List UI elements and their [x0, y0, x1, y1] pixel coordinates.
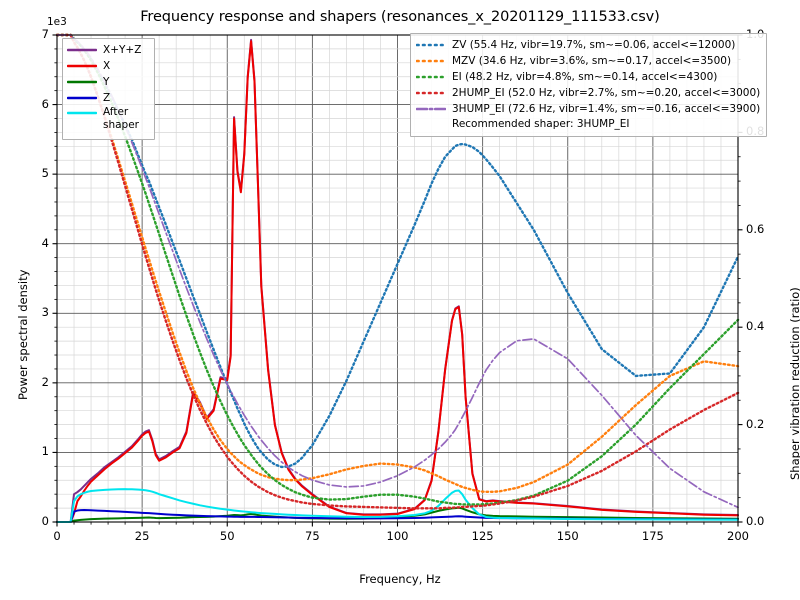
legend-swatch-icon — [67, 75, 97, 89]
y-axis-left-label: Power spectral density — [16, 269, 30, 400]
legend-psd: X+Y+Z X Y Z After shaper — [62, 38, 155, 140]
legend-swatch-icon — [67, 59, 97, 73]
page-title: Frequency response and shapers (resonanc… — [140, 9, 660, 25]
axis-ticks — [52, 34, 743, 527]
legend-swatch-icon — [416, 70, 446, 84]
legend-swatch-icon — [67, 91, 97, 105]
y-left-tick-label-2: 2 — [41, 374, 49, 389]
x-tick-label-175: 175 — [641, 529, 664, 543]
y-left-tick-label-5: 5 — [41, 166, 49, 181]
legend-swatch-icon — [416, 54, 446, 68]
x-axis-label: Frequency, Hz — [359, 572, 441, 586]
y-left-tick-label-7: 7 — [41, 27, 49, 41]
series-line-y — [56, 506, 739, 523]
y-left-tick-label-4: 4 — [41, 235, 49, 250]
y-left-tick-label-1: 1 — [41, 444, 49, 459]
y-right-tick-label-0-6: 0.6 — [746, 221, 765, 236]
legend-label: After shaper — [103, 106, 140, 131]
legend-label: 2HUMP_EI (52.0 Hz, vibr=2.7%, sm~=0.20, … — [452, 87, 761, 99]
legend-swatch-icon — [416, 86, 446, 100]
legend-item-ei: EI (48.2 Hz, vibr=4.8%, sm~=0.14, accel<… — [416, 69, 760, 85]
y-axis-right-label: Shaper vibration reduction (ratio) — [788, 287, 800, 480]
y-left-tick-label-3: 3 — [41, 305, 49, 320]
x-tick-label-150: 150 — [556, 529, 579, 543]
x-tick-label-100: 100 — [386, 529, 409, 543]
legend-item-2hump-ei: 2HUMP_EI (52.0 Hz, vibr=2.7%, sm~=0.20, … — [416, 85, 760, 101]
x-tick-label-200: 200 — [727, 529, 749, 543]
y-left-tick-label-6: 6 — [41, 96, 49, 111]
x-tick-label-0: 0 — [53, 529, 61, 543]
legend-swatch-icon — [416, 38, 446, 52]
y-right-tick-label-0-4: 0.4 — [746, 319, 765, 334]
y-axis-exponent-label: 1e3 — [47, 16, 67, 28]
series-line-x — [56, 40, 739, 523]
legend-item-mzv: MZV (34.6 Hz, vibr=3.6%, sm~=0.17, accel… — [416, 53, 760, 69]
legend-item-after-shaper: After shaper — [67, 106, 149, 136]
legend-label: Y — [103, 76, 110, 88]
legend-label: 3HUMP_EI (72.6 Hz, vibr=1.4%, sm~=0.16, … — [452, 103, 761, 115]
recommended-shaper-note: Recommended shaper: 3HUMP_EI — [452, 118, 630, 130]
x-tick-label-75: 75 — [305, 529, 320, 543]
legend-label: Z — [103, 92, 111, 104]
legend-label: X — [103, 60, 111, 72]
legend-swatch-icon — [67, 106, 97, 120]
series-line-z — [56, 509, 739, 523]
legend-item-3hump-ei: 3HUMP_EI (72.6 Hz, vibr=1.4%, sm~=0.16, … — [416, 101, 760, 117]
x-tick-label-50: 50 — [219, 529, 235, 543]
legend-label: EI (48.2 Hz, vibr=4.8%, sm~=0.14, accel<… — [452, 71, 718, 83]
legend-shapers: ZV (55.4 Hz, vibr=19.7%, sm~=0.06, accel… — [410, 33, 768, 137]
series-line-after-shaper — [56, 488, 739, 523]
legend-item-y: Y — [67, 74, 149, 90]
legend-swatch-icon — [67, 43, 97, 57]
legend-label: ZV (55.4 Hz, vibr=19.7%, sm~=0.06, accel… — [452, 39, 736, 51]
legend-item-x: X — [67, 58, 149, 74]
legend-swatch-icon — [416, 102, 446, 116]
y-left-tick-label-0: 0 — [41, 514, 49, 528]
y-right-tick-label-0-2: 0.2 — [746, 416, 765, 431]
legend-item-z: Z — [67, 90, 149, 106]
legend-item-x-y-z: X+Y+Z — [67, 42, 149, 58]
legend-label: X+Y+Z — [103, 44, 142, 56]
x-tick-label-125: 125 — [471, 529, 494, 543]
x-tick-label-25: 25 — [134, 529, 150, 543]
series-line-2hump-ei — [55, 33, 740, 510]
legend-item-zv: ZV (55.4 Hz, vibr=19.7%, sm~=0.06, accel… — [416, 37, 760, 53]
series-line-mzv — [55, 33, 740, 494]
y-right-tick-label-0-0: 0.0 — [746, 514, 765, 528]
legend-label: MZV (34.6 Hz, vibr=3.6%, sm~=0.17, accel… — [452, 55, 732, 67]
